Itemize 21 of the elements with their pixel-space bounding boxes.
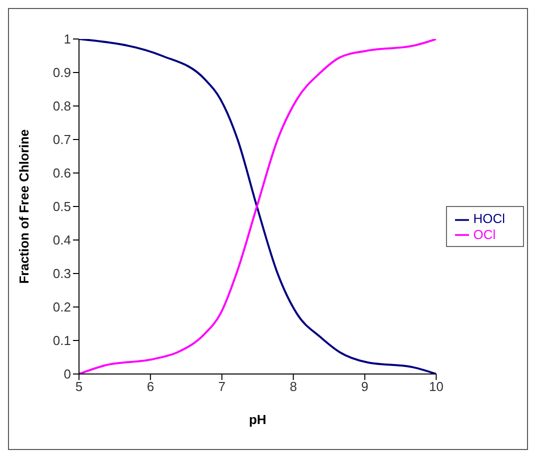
x-tick-label: 5 [75, 379, 83, 394]
y-tick-label: 0.9 [52, 65, 71, 80]
legend-label: OCl [473, 226, 496, 242]
y-tick-label: 0.3 [52, 266, 71, 282]
y-tick-label: 0.7 [52, 132, 71, 148]
y-tick-label: 0.8 [52, 98, 71, 114]
y-tick-label: 0.4 [52, 232, 71, 248]
x-axis-title: pH [248, 412, 266, 427]
x-tick-label: 6 [146, 379, 154, 394]
y-tick-label: 0.2 [52, 300, 71, 315]
y-tick-label: 0 [64, 366, 71, 382]
x-tick-label: 10 [428, 379, 444, 394]
x-tick-label: 9 [361, 379, 368, 394]
y-tick-label: 1 [64, 32, 71, 47]
x-tick-label: 8 [290, 379, 297, 394]
legend-label: HOCl [473, 210, 505, 226]
y-tick-label: 0.1 [52, 333, 71, 348]
y-axis-title: Fraction of Free Chlorine [16, 129, 32, 284]
x-tick-label: 7 [218, 379, 226, 394]
y-tick-label: 0.5 [52, 199, 71, 214]
y-tick-label: 0.6 [52, 166, 71, 181]
